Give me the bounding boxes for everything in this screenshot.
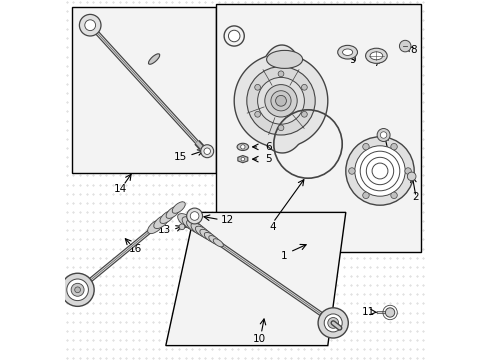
Circle shape: [380, 132, 387, 138]
Ellipse shape: [370, 52, 383, 60]
Text: 5: 5: [265, 154, 271, 164]
Ellipse shape: [191, 223, 207, 236]
Circle shape: [74, 287, 80, 293]
Circle shape: [187, 208, 202, 224]
Ellipse shape: [213, 239, 223, 247]
Text: 7: 7: [373, 58, 380, 68]
Ellipse shape: [209, 235, 220, 245]
Circle shape: [79, 14, 101, 36]
Circle shape: [391, 192, 397, 199]
Circle shape: [391, 143, 397, 150]
Ellipse shape: [166, 206, 180, 219]
Ellipse shape: [147, 220, 164, 234]
Circle shape: [85, 20, 96, 31]
Ellipse shape: [237, 143, 248, 150]
Circle shape: [241, 145, 245, 149]
Circle shape: [346, 137, 414, 205]
Polygon shape: [234, 45, 328, 153]
Ellipse shape: [204, 233, 217, 242]
Ellipse shape: [182, 217, 200, 231]
Circle shape: [328, 318, 339, 328]
Circle shape: [278, 125, 284, 131]
Text: 4: 4: [270, 222, 276, 232]
Ellipse shape: [160, 211, 174, 224]
Circle shape: [355, 146, 405, 196]
Ellipse shape: [178, 213, 197, 229]
Text: 1: 1: [281, 251, 288, 261]
Text: 13: 13: [158, 225, 171, 235]
Text: 2: 2: [413, 192, 419, 202]
Ellipse shape: [172, 202, 185, 213]
Circle shape: [399, 40, 411, 52]
Circle shape: [301, 112, 307, 117]
Polygon shape: [166, 212, 346, 346]
Text: 12: 12: [220, 215, 234, 225]
Circle shape: [271, 91, 291, 111]
Text: 3: 3: [386, 153, 392, 163]
Circle shape: [265, 85, 297, 117]
Circle shape: [67, 279, 88, 301]
Ellipse shape: [343, 49, 353, 55]
Ellipse shape: [366, 48, 387, 63]
Circle shape: [405, 168, 411, 174]
Circle shape: [407, 172, 416, 181]
Ellipse shape: [196, 226, 210, 238]
Circle shape: [363, 143, 369, 150]
Ellipse shape: [200, 229, 214, 240]
Circle shape: [386, 308, 395, 317]
Circle shape: [324, 314, 342, 332]
Circle shape: [71, 283, 84, 296]
Polygon shape: [238, 156, 248, 163]
Text: 10: 10: [253, 334, 266, 345]
Circle shape: [201, 145, 214, 158]
Text: 15: 15: [173, 152, 187, 162]
Text: 11: 11: [362, 307, 375, 317]
Ellipse shape: [148, 54, 160, 64]
Ellipse shape: [338, 45, 358, 59]
Circle shape: [349, 168, 355, 174]
Circle shape: [190, 212, 199, 220]
Circle shape: [241, 157, 245, 161]
Text: 6: 6: [265, 142, 271, 152]
Text: 16: 16: [129, 244, 142, 254]
Text: 14: 14: [114, 184, 127, 194]
Ellipse shape: [267, 50, 303, 68]
Ellipse shape: [154, 215, 169, 229]
FancyBboxPatch shape: [72, 7, 216, 173]
Circle shape: [258, 77, 304, 124]
Text: 8: 8: [410, 45, 416, 55]
Ellipse shape: [187, 220, 204, 234]
Circle shape: [275, 95, 286, 106]
Circle shape: [363, 192, 369, 199]
Circle shape: [228, 30, 240, 42]
Circle shape: [278, 71, 284, 77]
Circle shape: [179, 224, 185, 230]
Circle shape: [301, 85, 307, 90]
Circle shape: [61, 273, 94, 306]
Circle shape: [247, 67, 315, 135]
FancyBboxPatch shape: [216, 4, 421, 252]
Circle shape: [318, 308, 348, 338]
Circle shape: [255, 85, 261, 90]
Circle shape: [255, 112, 261, 117]
Circle shape: [377, 129, 390, 141]
Circle shape: [204, 148, 210, 154]
Text: 9: 9: [350, 55, 356, 66]
